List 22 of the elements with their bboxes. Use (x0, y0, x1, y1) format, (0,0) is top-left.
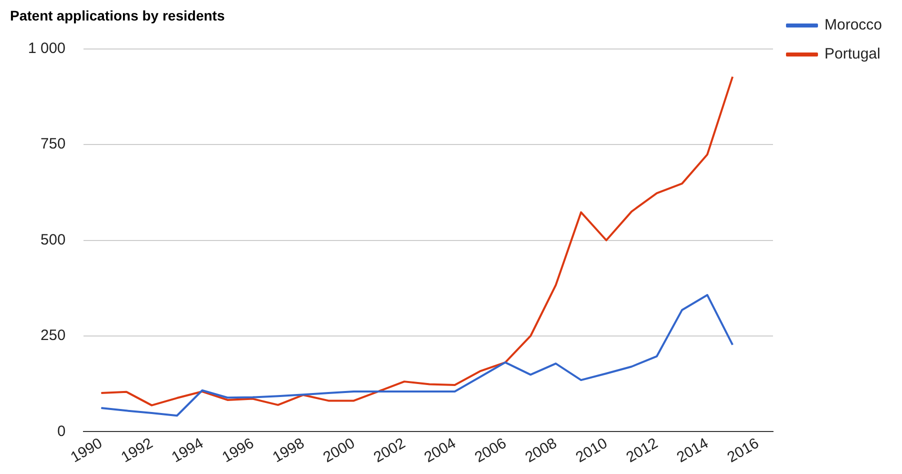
x-tick-label: 2012 (623, 434, 661, 466)
y-tick-label: 500 (40, 231, 66, 248)
legend-label: Morocco (824, 16, 882, 34)
x-tick-label: 1996 (219, 434, 257, 466)
y-tick-label: 750 (40, 136, 66, 153)
x-tick-label: 1992 (118, 434, 156, 466)
x-tick-label: 2006 (472, 434, 510, 466)
y-tick-label: 0 (57, 422, 66, 440)
x-tick-label: 2016 (724, 434, 762, 466)
x-tick-label: 2014 (674, 434, 712, 466)
x-tick-label: 2002 (370, 434, 408, 466)
y-tick-label: 250 (40, 327, 66, 344)
y-tick-label: 1 000 (28, 40, 66, 57)
x-tick-label: 1998 (270, 434, 308, 466)
x-tick-label: 2008 (522, 434, 560, 466)
chart-title: Patent applications by residents (10, 7, 225, 24)
x-tick-label: 1994 (168, 434, 206, 466)
x-tick-label: 2010 (572, 434, 610, 466)
x-tick-label: 1990 (68, 434, 106, 466)
x-tick-label: 2004 (421, 434, 459, 466)
x-tick-label: 2000 (320, 434, 358, 466)
legend-label: Portugal (824, 46, 880, 63)
